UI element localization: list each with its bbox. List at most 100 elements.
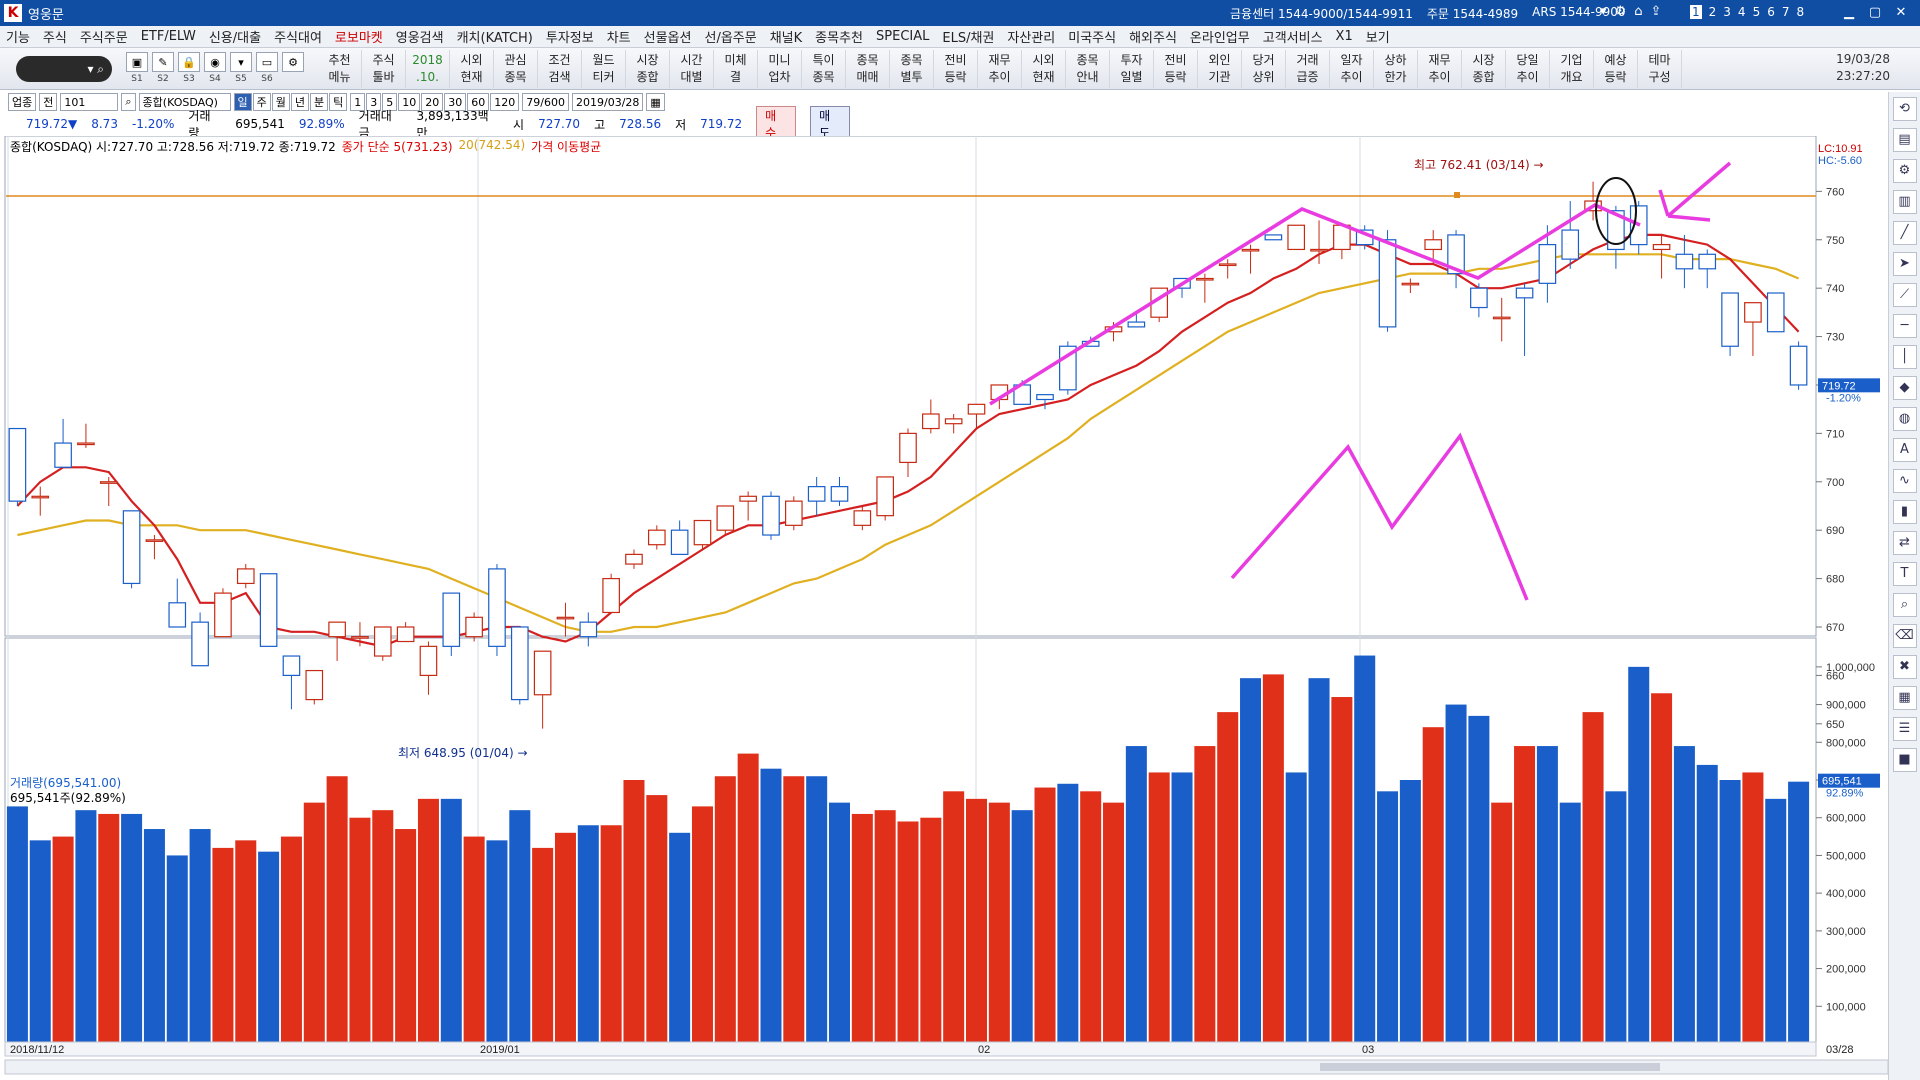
- candle[interactable]: [922, 413, 940, 430]
- lock-icon[interactable]: 🔒: [178, 52, 200, 72]
- screen-page-6[interactable]: 6: [1767, 5, 1775, 19]
- candle[interactable]: [31, 495, 50, 499]
- menu-item[interactable]: 해외주식: [1129, 31, 1177, 46]
- chevron-down-icon[interactable]: ▾: [230, 52, 252, 72]
- volume-bar[interactable]: [258, 851, 280, 1044]
- shortcut-button[interactable]: 전비 등락: [934, 50, 978, 88]
- market-select[interactable]: 업종: [8, 93, 37, 111]
- period-tab[interactable]: 주: [252, 93, 271, 111]
- volume-bar[interactable]: [1605, 791, 1627, 1044]
- candle[interactable]: [145, 539, 164, 542]
- shortcut-button[interactable]: 재무 추이: [1418, 50, 1462, 88]
- shortcut-button[interactable]: 외인 기관: [1198, 50, 1242, 88]
- shortcut-button[interactable]: 기업 개요: [1550, 50, 1594, 88]
- shortcut-button[interactable]: 시외 현재: [450, 50, 494, 88]
- candle[interactable]: [99, 481, 118, 484]
- candle[interactable]: [1424, 239, 1443, 251]
- volume-bar[interactable]: [1308, 678, 1330, 1044]
- minimize-icon[interactable]: ▁: [1844, 4, 1854, 20]
- candle[interactable]: [1264, 234, 1283, 241]
- volume-bar[interactable]: [897, 821, 919, 1044]
- volume-bar[interactable]: [326, 776, 348, 1044]
- upload-icon[interactable]: ⇪: [1650, 4, 1662, 19]
- volume-bar[interactable]: [1696, 764, 1718, 1044]
- candle[interactable]: [1538, 244, 1557, 284]
- candle[interactable]: [1561, 229, 1580, 260]
- volume-bar[interactable]: [52, 836, 74, 1044]
- maximize-icon[interactable]: ▢: [1868, 4, 1882, 20]
- interval-tab[interactable]: 5: [382, 93, 398, 111]
- candle[interactable]: [1218, 263, 1237, 267]
- menu-item[interactable]: 주식: [42, 31, 67, 46]
- close-icon[interactable]: ✕: [1895, 4, 1907, 20]
- volume-bar[interactable]: [1788, 781, 1810, 1044]
- menu-item[interactable]: ELS/채권: [942, 31, 995, 46]
- interval-tab[interactable]: 3: [366, 93, 382, 111]
- volume-bar[interactable]: [1765, 798, 1787, 1044]
- volume-bar[interactable]: [1125, 746, 1147, 1044]
- volume-bar[interactable]: [554, 832, 576, 1044]
- candle[interactable]: [1652, 244, 1671, 251]
- menu-item[interactable]: 신용/대출: [208, 31, 262, 46]
- volume-bar[interactable]: [943, 791, 965, 1044]
- candle[interactable]: [785, 500, 803, 526]
- candle[interactable]: [1333, 224, 1351, 251]
- candle[interactable]: [351, 636, 369, 639]
- calendar-icon[interactable]: ▦: [646, 93, 665, 111]
- candle[interactable]: [1675, 253, 1694, 270]
- menu-item[interactable]: 미국주식: [1068, 31, 1117, 46]
- menu-item[interactable]: 선/옵주문: [704, 31, 757, 46]
- shortcut-button[interactable]: 거래 급증: [1286, 50, 1330, 88]
- interval-tab[interactable]: 60: [467, 93, 490, 111]
- shortcut-button[interactable]: 시장 종합: [1462, 50, 1506, 88]
- volume-bar[interactable]: [1217, 712, 1239, 1044]
- menu-item[interactable]: 자산관리: [1007, 31, 1056, 46]
- interval-tab[interactable]: 30: [444, 93, 467, 111]
- candle[interactable]: [1447, 234, 1465, 275]
- screen-page-8[interactable]: 8: [1796, 5, 1805, 19]
- volume-bar[interactable]: [851, 813, 873, 1044]
- candle[interactable]: [670, 529, 689, 555]
- swap-icon[interactable]: ⇄: [1892, 531, 1917, 555]
- volume-bar[interactable]: [1582, 712, 1604, 1044]
- volume-bar[interactable]: [1628, 666, 1650, 1044]
- period-tab[interactable]: 일: [233, 93, 252, 111]
- horizontal-line-icon[interactable]: ─: [1892, 314, 1917, 338]
- volume-bar[interactable]: [1011, 810, 1033, 1044]
- interval-tab[interactable]: 1: [350, 93, 366, 111]
- volume-bar[interactable]: [714, 776, 736, 1044]
- candle[interactable]: [625, 553, 643, 565]
- shortcut-button[interactable]: 상하 한가: [1374, 50, 1418, 88]
- gear-icon[interactable]: ⚙: [1892, 159, 1917, 183]
- shortcut-button[interactable]: 투자 일별: [1110, 50, 1154, 88]
- menu-item[interactable]: 차트: [606, 31, 631, 46]
- candle[interactable]: [1196, 277, 1214, 281]
- candle[interactable]: [876, 476, 894, 517]
- menu-item[interactable]: 선물옵션: [643, 31, 692, 46]
- home-icon[interactable]: ⌂: [1634, 4, 1643, 19]
- volume-bar[interactable]: [988, 802, 1010, 1044]
- zoom-icon[interactable]: ⌕: [1892, 593, 1917, 617]
- candle[interactable]: [647, 529, 666, 546]
- shortcut-button[interactable]: 월드 티커: [582, 50, 626, 88]
- candle[interactable]: [1401, 282, 1420, 286]
- volume-bar[interactable]: [1559, 802, 1581, 1044]
- menu-item[interactable]: 주식주문: [79, 31, 128, 46]
- candle[interactable]: [716, 505, 735, 531]
- shortcut-button[interactable]: 시간 대별: [670, 50, 714, 88]
- shortcut-button[interactable]: 종목 매매: [846, 50, 890, 88]
- volume-bar[interactable]: [874, 810, 896, 1044]
- refresh-icon[interactable]: ⟲: [1892, 97, 1917, 121]
- candle[interactable]: [442, 592, 461, 647]
- volume-bar[interactable]: [532, 847, 554, 1044]
- volume-bar[interactable]: [463, 836, 485, 1044]
- candle[interactable]: [556, 616, 575, 620]
- window-icon[interactable]: ▭: [256, 52, 278, 72]
- screen-page-3[interactable]: 3: [1723, 5, 1731, 19]
- candle[interactable]: [602, 577, 620, 614]
- menu-item[interactable]: 채널K: [769, 31, 803, 46]
- candle[interactable]: [214, 592, 232, 638]
- palette-icon[interactable]: ◆: [1892, 376, 1917, 400]
- mini-screen-icon[interactable]: ▣: [126, 52, 148, 72]
- volume-bar[interactable]: [1057, 783, 1079, 1044]
